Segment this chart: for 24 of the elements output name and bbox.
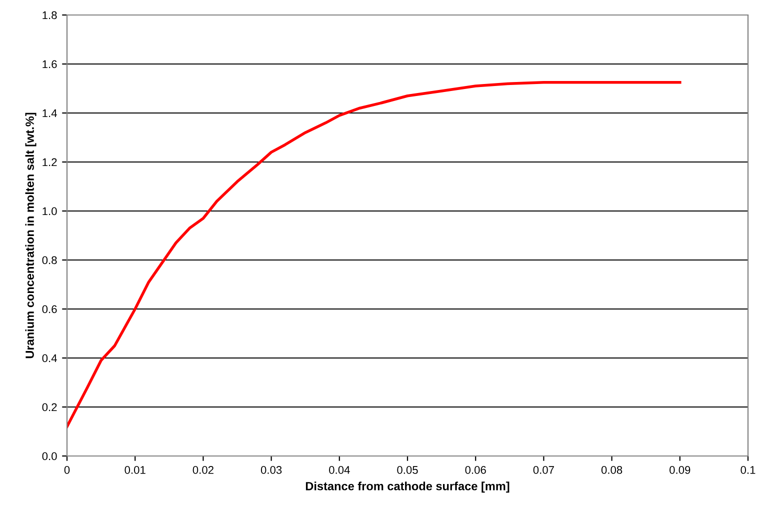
y-tick-label: 0.2 [42, 403, 57, 412]
y-tick-label: 1.8 [42, 11, 57, 20]
x-tick-label: 0.07 [533, 466, 554, 474]
x-tick-label: 0.09 [670, 466, 690, 474]
y-tick-label: 1.6 [42, 60, 57, 68]
x-tick-label: 0.08 [601, 466, 622, 474]
line-series [67, 80, 682, 428]
x-axis-title: Distance from cathode surface [mm] [306, 482, 510, 493]
x-tick-label: 0.01 [124, 466, 146, 474]
y-tick-label: 1.4 [42, 109, 57, 118]
y-tick-label: 0.6 [42, 305, 57, 314]
x-tick-label: 0 [64, 466, 70, 474]
y-tick-label: 0.8 [42, 256, 57, 264]
y-tick-label: 0.0 [42, 452, 57, 460]
x-tick-label: 0.03 [260, 466, 282, 474]
x-tick-label: 0.1 [740, 466, 756, 474]
x-tick-label: 0.04 [329, 466, 350, 474]
y-tick-label: 1.0 [42, 207, 57, 216]
y-tick-label: 1.2 [42, 158, 57, 166]
y-axis-title: Uranium concentration in molten salt [wt.%] [25, 112, 36, 358]
x-tick-label: 0.06 [465, 466, 486, 474]
y-tick-label: 0.4 [42, 354, 57, 362]
x-tick-label: 0.02 [192, 466, 214, 474]
x-tick-label: 0.05 [397, 466, 418, 474]
